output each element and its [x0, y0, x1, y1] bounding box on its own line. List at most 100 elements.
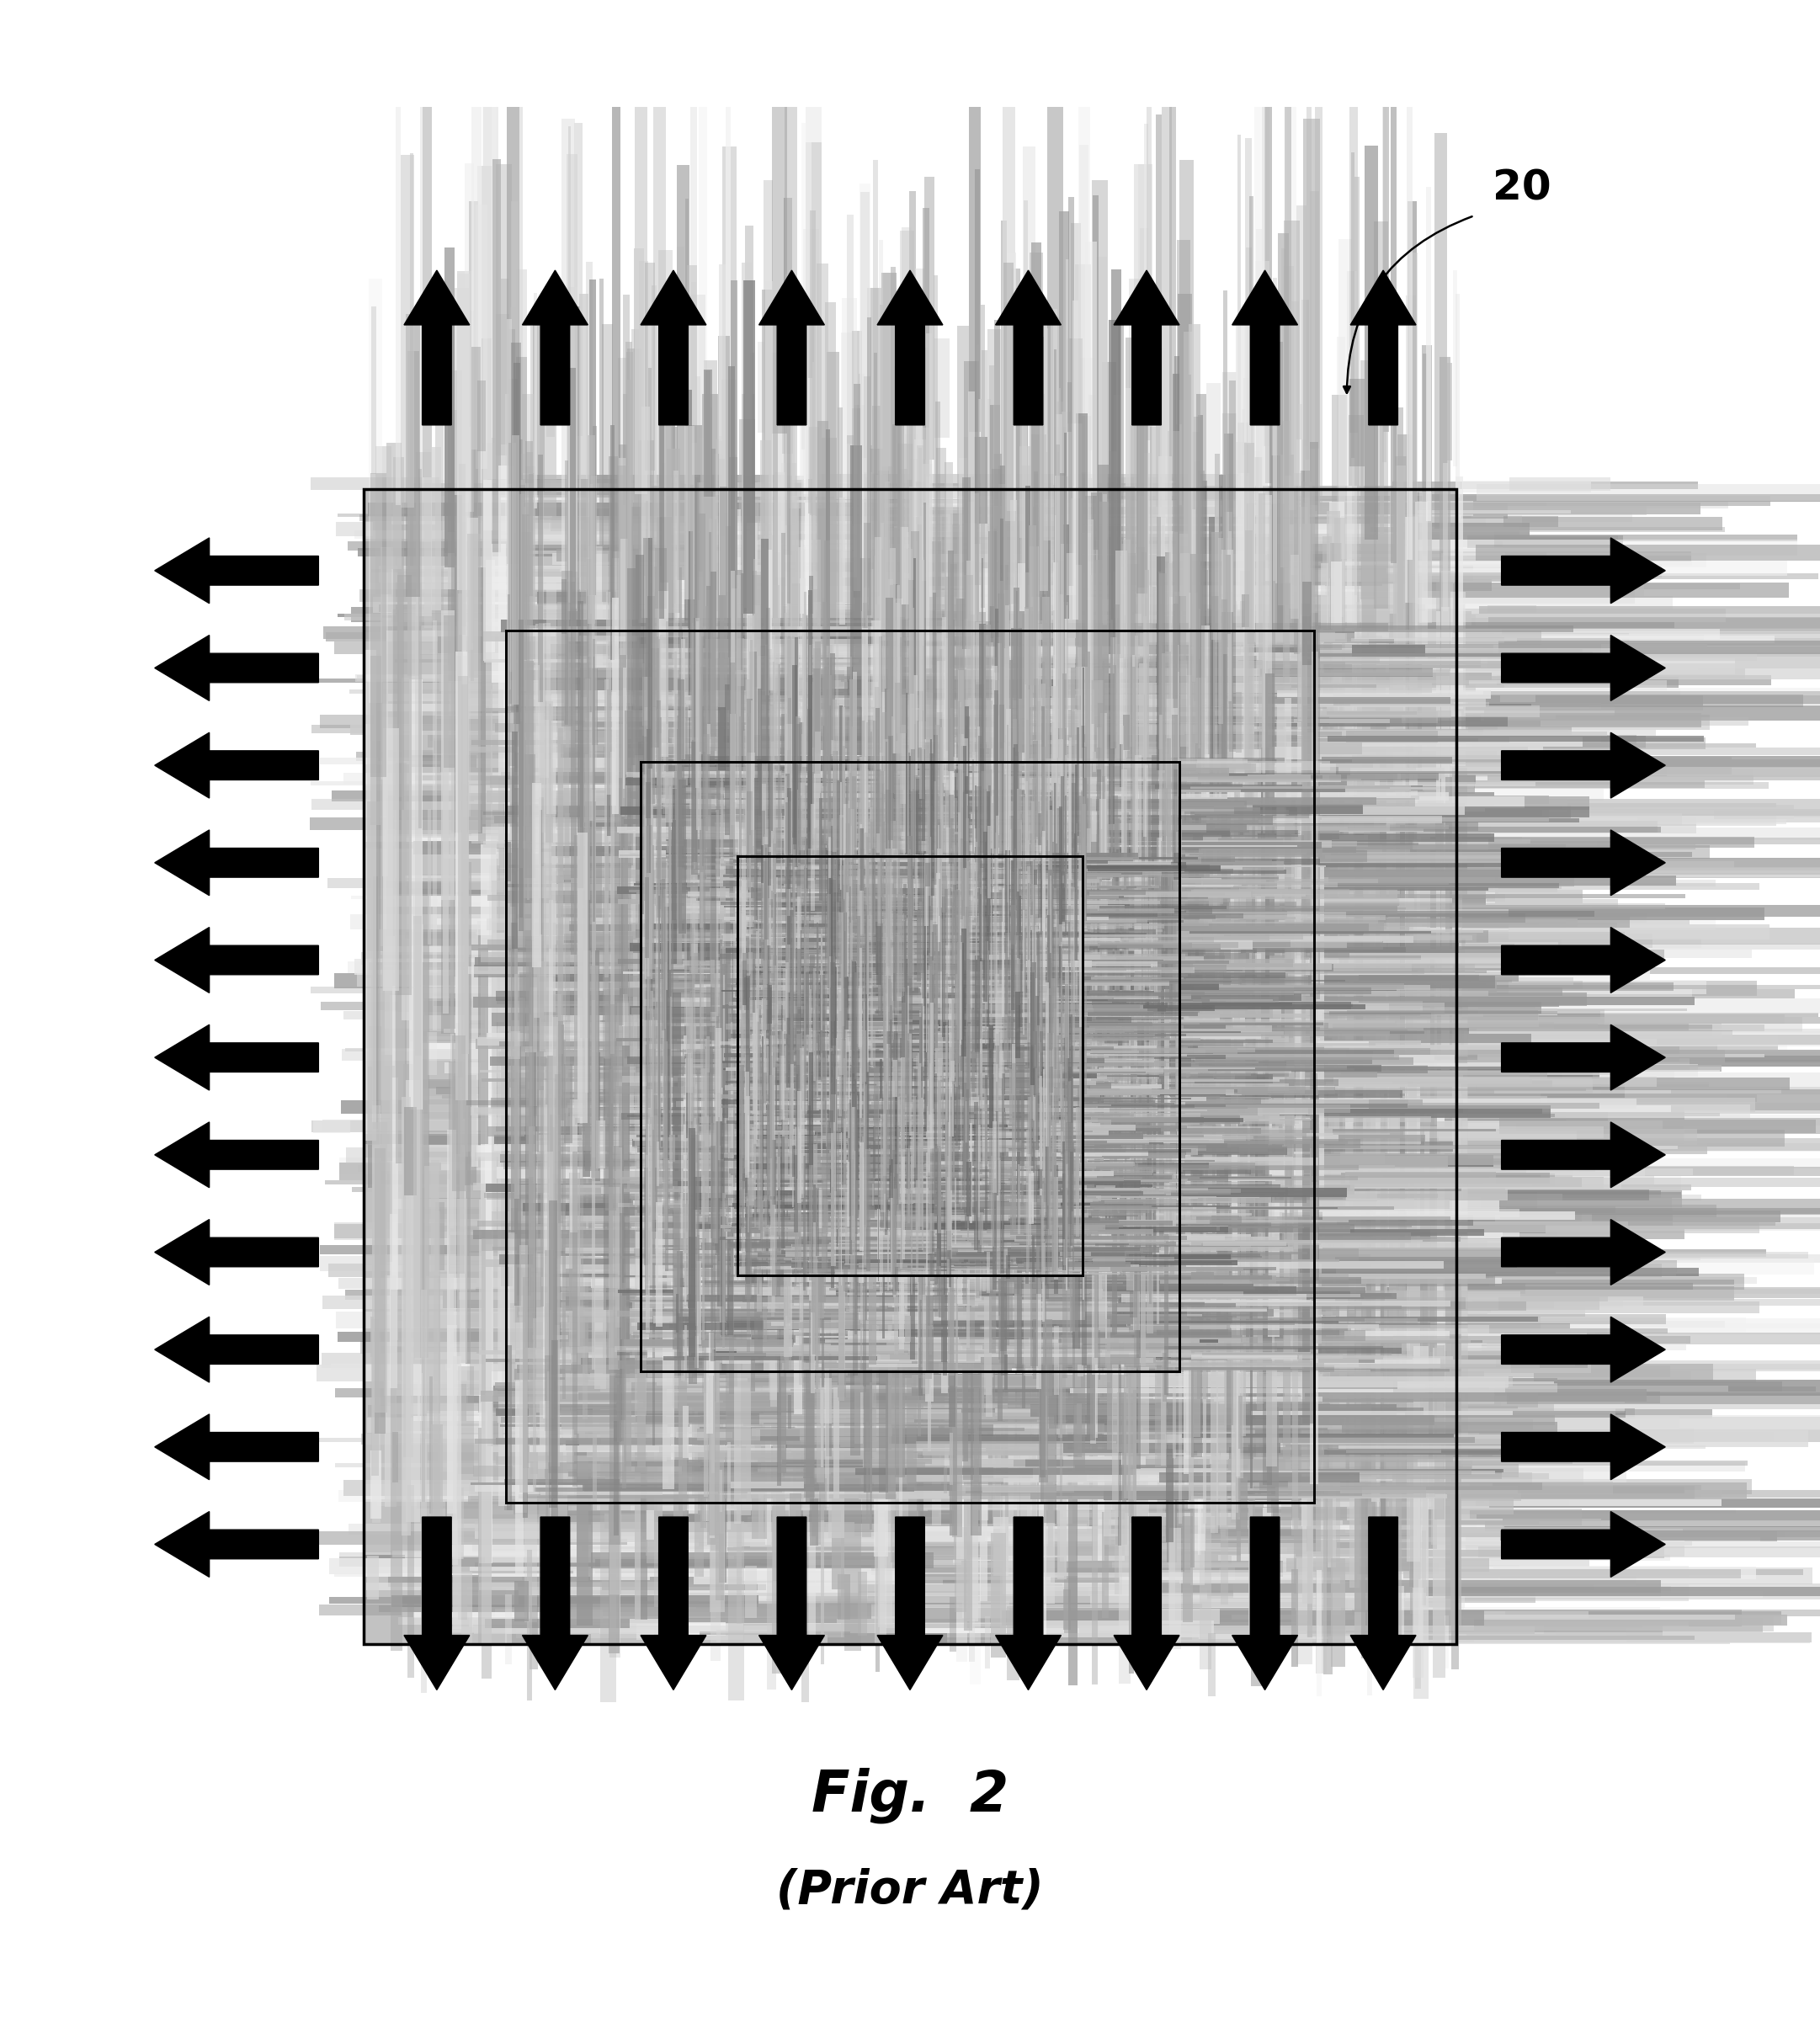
- Bar: [1077, 1102, 1148, 1108]
- Bar: [1034, 1010, 1036, 1214]
- Bar: [635, 1472, 641, 1620]
- Bar: [794, 907, 808, 1250]
- Bar: [1190, 811, 1309, 819]
- Bar: [992, 667, 997, 913]
- Bar: [874, 1191, 979, 1199]
- Bar: [1016, 1110, 1032, 1445]
- Bar: [996, 815, 997, 886]
- Bar: [930, 1102, 1005, 1108]
- Bar: [1167, 1110, 1178, 1563]
- Bar: [970, 909, 976, 1226]
- Bar: [797, 1041, 824, 1049]
- Bar: [830, 1600, 879, 1606]
- Bar: [1431, 1143, 1562, 1149]
- Bar: [522, 514, 530, 825]
- Bar: [1005, 510, 1012, 661]
- Bar: [996, 872, 1028, 874]
- Bar: [988, 1258, 1028, 1269]
- Bar: [730, 1551, 961, 1557]
- Bar: [475, 958, 841, 966]
- Bar: [1046, 1342, 1130, 1346]
- Bar: [524, 1344, 537, 1622]
- Bar: [948, 884, 1061, 886]
- Bar: [757, 1252, 803, 1256]
- Bar: [524, 468, 535, 606]
- Bar: [723, 1004, 748, 1008]
- Bar: [823, 1199, 828, 1234]
- Bar: [1509, 923, 1769, 939]
- Bar: [901, 1016, 979, 1019]
- Bar: [1354, 177, 1360, 673]
- Bar: [784, 1222, 815, 1224]
- Bar: [666, 638, 883, 649]
- Bar: [1065, 1576, 1077, 1632]
- Bar: [1127, 1273, 1158, 1281]
- Bar: [1017, 905, 1210, 909]
- Bar: [670, 1608, 837, 1624]
- Bar: [917, 1230, 926, 1450]
- Bar: [1334, 1057, 1691, 1071]
- Bar: [632, 549, 639, 732]
- Bar: [508, 864, 843, 868]
- Bar: [508, 890, 850, 903]
- Bar: [948, 793, 1012, 803]
- Bar: [1158, 768, 1167, 1155]
- Bar: [732, 1197, 846, 1204]
- Bar: [981, 1486, 1227, 1500]
- Bar: [790, 1295, 957, 1303]
- Bar: [806, 915, 908, 917]
- Bar: [581, 663, 590, 1037]
- Bar: [952, 1234, 1032, 1238]
- Bar: [1034, 750, 1498, 760]
- Bar: [1451, 1313, 1665, 1323]
- Bar: [1467, 535, 1623, 549]
- Bar: [1070, 1307, 1267, 1311]
- Bar: [872, 834, 1145, 842]
- Bar: [897, 401, 901, 693]
- Bar: [961, 1220, 1183, 1224]
- Bar: [935, 1031, 941, 1145]
- Bar: [981, 1193, 1270, 1204]
- Bar: [690, 1130, 697, 1513]
- Bar: [903, 1260, 996, 1265]
- Bar: [557, 549, 1057, 561]
- Bar: [1194, 1057, 1389, 1065]
- Bar: [706, 986, 712, 1116]
- Bar: [790, 1092, 797, 1191]
- Bar: [1143, 1334, 1392, 1342]
- Bar: [1134, 1470, 1358, 1476]
- Bar: [963, 1108, 1050, 1110]
- Bar: [750, 640, 752, 831]
- Bar: [1245, 1269, 1296, 1279]
- Bar: [646, 1511, 655, 1539]
- Bar: [1440, 358, 1451, 758]
- Bar: [821, 972, 823, 1004]
- Bar: [1279, 1189, 1649, 1202]
- Bar: [821, 888, 834, 1246]
- Bar: [921, 1027, 932, 1226]
- Bar: [442, 1427, 502, 1439]
- Bar: [994, 882, 1014, 884]
- Bar: [703, 1175, 704, 1340]
- Bar: [1256, 710, 1463, 722]
- Bar: [1176, 1366, 1290, 1370]
- Bar: [1405, 716, 1709, 730]
- Bar: [1121, 1427, 1456, 1439]
- Bar: [824, 1175, 830, 1506]
- Bar: [866, 1262, 948, 1267]
- Bar: [1092, 1258, 1125, 1265]
- Bar: [646, 1059, 657, 1145]
- Bar: [1274, 953, 1289, 1092]
- Bar: [806, 1354, 823, 1452]
- Bar: [910, 459, 925, 632]
- Bar: [832, 1116, 883, 1124]
- Bar: [939, 1059, 1034, 1065]
- Bar: [1014, 998, 1112, 1004]
- Bar: [646, 801, 655, 917]
- Bar: [673, 884, 1016, 897]
- Bar: [1068, 1238, 1236, 1240]
- Bar: [1370, 527, 1725, 533]
- Bar: [786, 279, 790, 604]
- Bar: [746, 988, 1168, 1006]
- Bar: [946, 1427, 1261, 1437]
